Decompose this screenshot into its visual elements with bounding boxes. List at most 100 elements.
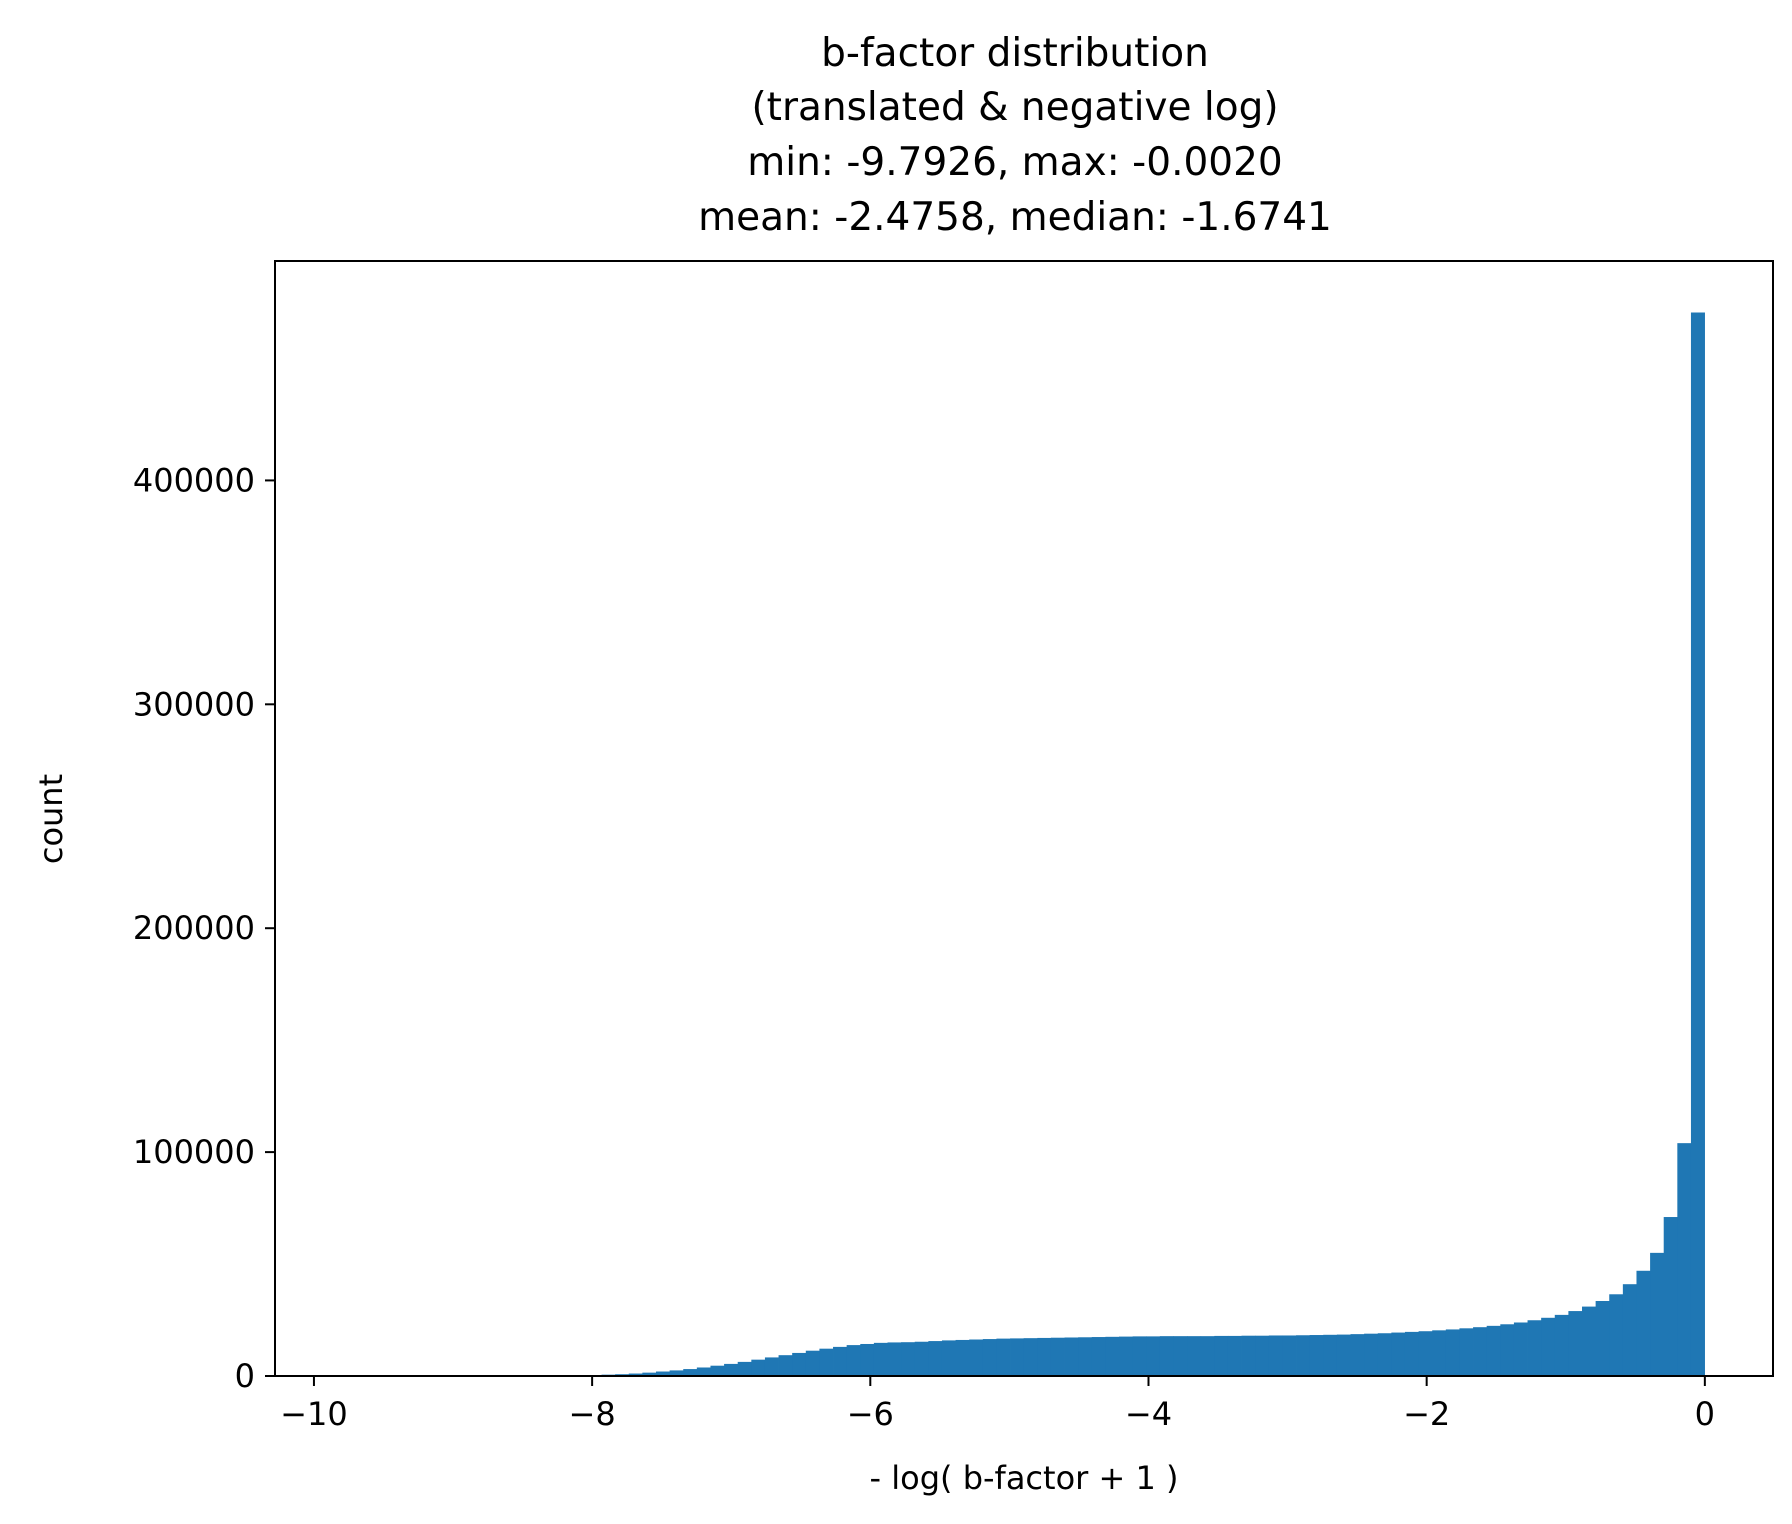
y-axis-ticks: 0 100000 200000 300000 400000	[133, 461, 275, 1395]
histogram-bar	[1677, 1143, 1692, 1376]
x-tick-label: −6	[847, 1395, 894, 1433]
histogram-bar	[1078, 1337, 1093, 1376]
histogram-bar	[792, 1352, 807, 1376]
histogram-bar	[683, 1369, 698, 1376]
histogram-bar	[914, 1341, 929, 1376]
histogram-bar	[1568, 1311, 1583, 1376]
histogram-bar	[1132, 1336, 1147, 1376]
histogram-bar	[1037, 1337, 1052, 1376]
y-tick-label: 100000	[133, 1133, 255, 1171]
histogram-bar	[751, 1359, 766, 1376]
histogram-bar	[778, 1355, 793, 1376]
histogram-bar	[1609, 1294, 1624, 1376]
histogram-bar	[1622, 1284, 1637, 1376]
histogram-bar	[1595, 1300, 1610, 1376]
histogram-bar	[1473, 1327, 1488, 1376]
histogram-bar	[1091, 1337, 1106, 1376]
histogram-bar	[1241, 1335, 1256, 1376]
histogram-bar	[969, 1339, 984, 1376]
histogram-bar	[724, 1363, 739, 1376]
histogram-bar	[873, 1342, 888, 1376]
x-tick-label: −8	[569, 1395, 616, 1433]
plot-frame	[274, 260, 1774, 1377]
histogram-bar	[737, 1361, 752, 1376]
histogram-bar	[846, 1345, 861, 1376]
histogram-bar	[1010, 1338, 1025, 1376]
histogram-bar	[1391, 1332, 1406, 1376]
histogram-bar	[1105, 1336, 1120, 1376]
histogram-bar	[1255, 1335, 1270, 1376]
histogram-bars	[560, 312, 1705, 1376]
histogram-bar	[1200, 1336, 1215, 1376]
histogram-bar	[1350, 1334, 1365, 1376]
histogram-bar	[1282, 1335, 1297, 1376]
x-tick-label: −4	[1125, 1395, 1172, 1433]
histogram-bar	[628, 1373, 643, 1376]
x-axis-label: - log( b-factor + 1 )	[870, 1459, 1179, 1497]
y-tick-label: 300000	[133, 685, 255, 723]
histogram-bar	[833, 1346, 848, 1376]
histogram-bar	[1214, 1335, 1229, 1376]
histogram-bar	[1486, 1325, 1501, 1376]
histogram-bar	[1432, 1330, 1447, 1376]
histogram-bar	[1377, 1333, 1392, 1376]
histogram-bar	[887, 1342, 902, 1376]
x-axis-ticks: −10 −8 −6 −4 −2 0	[280, 1376, 1715, 1433]
y-tick-label: 0	[235, 1357, 255, 1395]
y-tick-label: 200000	[133, 909, 255, 947]
histogram-bar	[1173, 1336, 1188, 1376]
histogram-bar	[1064, 1337, 1079, 1376]
histogram-bar	[710, 1365, 725, 1376]
title-line-3: min: -9.7926, max: -0.0020	[747, 140, 1282, 185]
histogram-bar	[805, 1350, 820, 1376]
histogram-bar	[1459, 1328, 1474, 1376]
histogram-bar	[642, 1372, 657, 1376]
x-tick-label: 0	[1695, 1395, 1715, 1433]
histogram-bar	[656, 1371, 671, 1376]
histogram-bar	[1445, 1329, 1460, 1376]
histogram-bar	[1336, 1334, 1351, 1376]
histogram-bar	[819, 1348, 834, 1376]
histogram-bar	[1364, 1333, 1379, 1376]
histogram-bar	[1554, 1314, 1569, 1376]
histogram-bar	[1541, 1317, 1556, 1376]
chart-title: b-factor distribution (translated & nega…	[698, 31, 1332, 240]
histogram-bar	[928, 1341, 943, 1376]
histogram-bar	[1500, 1324, 1515, 1376]
histogram-bar	[1050, 1337, 1065, 1376]
y-tick-label: 400000	[133, 461, 255, 499]
histogram-bar	[1418, 1331, 1433, 1376]
histogram-bar	[1323, 1334, 1338, 1376]
histogram-bar	[1650, 1252, 1665, 1376]
x-tick-label: −2	[1403, 1395, 1450, 1433]
histogram-bar	[901, 1342, 916, 1376]
histogram-bar	[1159, 1336, 1174, 1376]
histogram-bar	[696, 1367, 711, 1376]
histogram-bar	[1663, 1217, 1678, 1376]
histogram-bar	[1582, 1306, 1597, 1376]
histogram-bar	[1296, 1335, 1311, 1376]
histogram-bar	[1309, 1335, 1324, 1376]
histogram-bar	[1023, 1338, 1038, 1376]
title-line-2: (translated & negative log)	[751, 85, 1278, 130]
x-tick-label: −10	[280, 1395, 348, 1433]
histogram-bar	[764, 1357, 779, 1376]
histogram-bar	[1513, 1322, 1528, 1376]
histogram-bar	[860, 1343, 875, 1376]
histogram-bar	[669, 1370, 684, 1376]
histogram-bar	[955, 1339, 970, 1376]
histogram-bar	[982, 1339, 997, 1376]
histogram-bar	[1636, 1270, 1651, 1376]
histogram-bar	[1187, 1336, 1202, 1376]
histogram-bar	[1227, 1335, 1242, 1376]
title-line-1: b-factor distribution	[821, 31, 1209, 76]
title-line-4: mean: -2.4758, median: -1.6741	[698, 195, 1332, 240]
histogram-bar	[941, 1340, 956, 1376]
histogram-bar	[1404, 1331, 1419, 1376]
histogram-bar	[1690, 312, 1705, 1376]
histogram-bar	[1146, 1336, 1161, 1376]
histogram-bar	[1268, 1335, 1283, 1376]
histogram-bar	[1527, 1320, 1542, 1376]
histogram-bar	[1119, 1336, 1134, 1376]
